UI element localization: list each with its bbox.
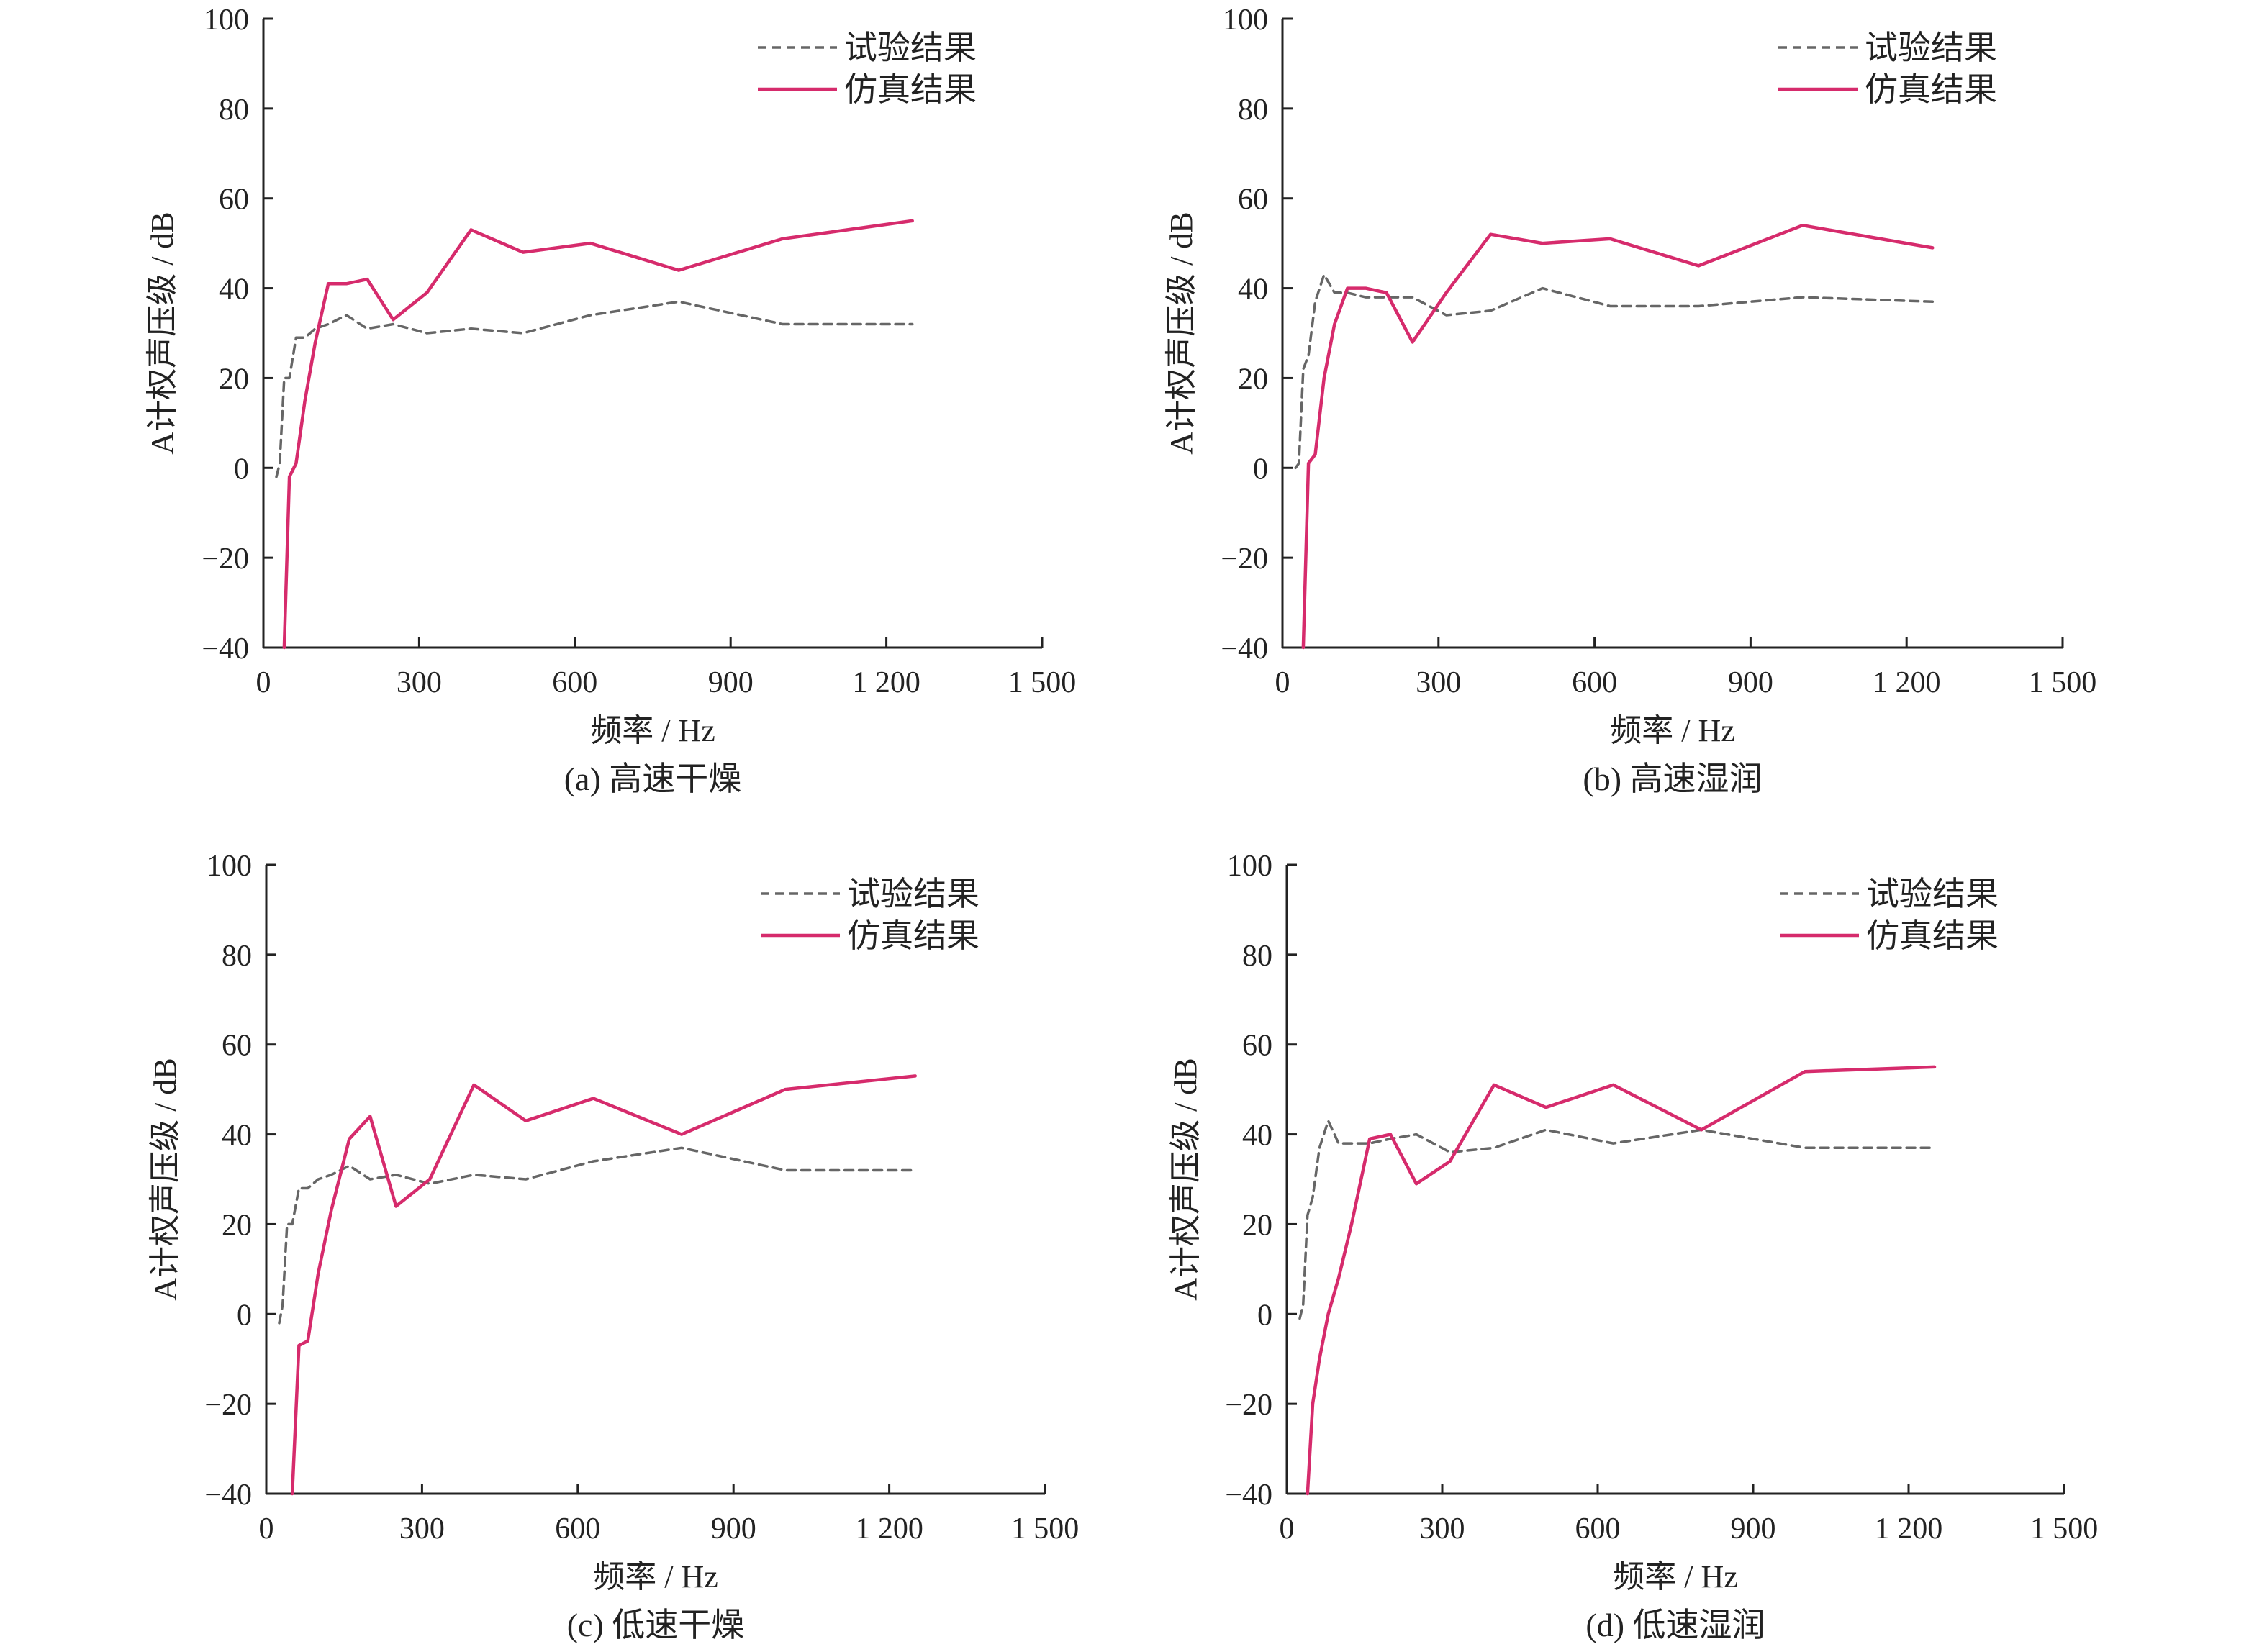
y-tick-label: 20 xyxy=(1242,1209,1272,1242)
y-tick-label: 40 xyxy=(1242,1120,1272,1153)
y-tick-label: −20 xyxy=(204,1389,252,1422)
series-line-test xyxy=(275,300,914,478)
y-tick-label: 100 xyxy=(204,4,249,37)
panel-caption: (c) 低速干燥 xyxy=(567,1607,745,1643)
y-tick-label: 0 xyxy=(1253,453,1268,486)
chart-panel-d: −40 −20 0 20 40 60 80 100 0 300 600 900 1 200 1 500 A计… xyxy=(1168,850,2098,1643)
series-line-test xyxy=(278,1146,917,1325)
y-tick-label: 20 xyxy=(222,1209,252,1242)
y-tick-label: 80 xyxy=(222,940,252,973)
y-tick-label: 100 xyxy=(1227,850,1272,883)
y-tick-label: 100 xyxy=(207,850,252,883)
legend-label: 试验结果 xyxy=(844,30,977,66)
legend-label: 试验结果 xyxy=(1866,876,1999,912)
y-tick-label: 80 xyxy=(219,94,249,127)
x-tick-label: 600 xyxy=(552,666,597,699)
x-axis-title: 频率 / Hz xyxy=(593,1559,718,1594)
y-tick-label: −20 xyxy=(202,543,249,576)
panel-caption: (d) 低速湿润 xyxy=(1585,1607,1765,1643)
x-tick-label: 900 xyxy=(708,666,754,699)
legend-label: 试验结果 xyxy=(1865,30,1997,66)
y-tick-label: −20 xyxy=(1221,543,1268,576)
y-tick-label: 0 xyxy=(1257,1299,1272,1332)
x-tick-label: 300 xyxy=(399,1512,445,1546)
chart-panel-b: −40 −20 0 20 40 60 80 100 0 300 600 900 1 200 1 500 A计… xyxy=(1164,4,2096,797)
y-tick-label: −40 xyxy=(1225,1479,1272,1512)
series-line-simulation xyxy=(282,219,914,650)
x-tick-label: 300 xyxy=(397,666,442,699)
y-tick-label: 100 xyxy=(1223,4,1268,37)
y-tick-label: 20 xyxy=(219,363,249,396)
y-tick-label: −40 xyxy=(202,632,249,666)
legend-label: 仿真结果 xyxy=(1866,917,1999,954)
chart-panel-a: −40 −20 0 20 40 60 80 100 0 300 600 900 1 200 1 500 A计… xyxy=(145,4,1076,797)
legend-label: 仿真结果 xyxy=(847,917,979,954)
x-tick-label: 1 200 xyxy=(855,1512,923,1546)
x-tick-label: 0 xyxy=(256,666,271,699)
series-line-simulation xyxy=(290,1074,917,1496)
x-tick-label: 1 500 xyxy=(2030,1512,2099,1546)
y-tick-label: 80 xyxy=(1242,940,1272,973)
chart-panel-c: −40 −20 0 20 40 60 80 100 0 300 600 900 1 200 1 500 A计… xyxy=(148,850,1079,1643)
x-tick-label: 1 200 xyxy=(1873,666,1941,699)
x-tick-label: 600 xyxy=(555,1512,600,1546)
y-tick-label: 40 xyxy=(222,1120,252,1153)
x-tick-label: 900 xyxy=(711,1512,756,1546)
y-tick-label: 20 xyxy=(1238,363,1268,396)
y-tick-label: 80 xyxy=(1238,94,1268,127)
y-tick-label: 40 xyxy=(219,273,249,307)
x-axis-title: 频率 / Hz xyxy=(590,713,715,748)
x-tick-label: 1 500 xyxy=(2029,666,2097,699)
x-tick-label: 600 xyxy=(1575,1512,1621,1546)
y-tick-label: 60 xyxy=(1242,1030,1272,1063)
legend-label: 仿真结果 xyxy=(844,71,977,108)
legend-label: 仿真结果 xyxy=(1865,71,1997,108)
x-tick-label: 1 200 xyxy=(1875,1512,1943,1546)
y-axis-title: A计权声压级 / dB xyxy=(145,212,180,454)
x-tick-label: 1 500 xyxy=(1011,1512,1080,1546)
x-tick-label: 600 xyxy=(1572,666,1617,699)
y-tick-label: 0 xyxy=(234,453,249,486)
series-line-test xyxy=(1298,1120,1936,1320)
panel-caption: (a) 高速干燥 xyxy=(564,761,742,797)
x-tick-label: 1 500 xyxy=(1008,666,1077,699)
x-tick-label: 300 xyxy=(1420,1512,1465,1546)
x-tick-label: 900 xyxy=(1731,1512,1776,1546)
y-tick-label: 60 xyxy=(219,183,249,217)
y-tick-label: −40 xyxy=(204,1479,252,1512)
x-tick-label: 0 xyxy=(1280,1512,1295,1546)
x-tick-label: 0 xyxy=(259,1512,274,1546)
series-line-simulation xyxy=(1301,223,1935,650)
legend-label: 试验结果 xyxy=(847,876,979,912)
x-tick-label: 1 200 xyxy=(852,666,920,699)
y-tick-label: 40 xyxy=(1238,273,1268,307)
y-tick-label: 60 xyxy=(1238,183,1268,217)
x-tick-label: 900 xyxy=(1728,666,1773,699)
x-axis-title: 频率 / Hz xyxy=(1610,713,1735,748)
y-tick-label: 60 xyxy=(222,1030,252,1063)
x-axis-title: 频率 / Hz xyxy=(1613,1559,1738,1594)
y-tick-label: 0 xyxy=(237,1299,252,1332)
y-tick-label: −40 xyxy=(1221,632,1268,666)
series-line-simulation xyxy=(1306,1065,1937,1496)
panel-caption: (b) 高速湿润 xyxy=(1583,761,1762,797)
y-axis-title: A计权声压级 / dB xyxy=(148,1058,183,1300)
y-tick-label: −20 xyxy=(1225,1389,1272,1422)
x-tick-label: 300 xyxy=(1416,666,1461,699)
x-tick-label: 0 xyxy=(1275,666,1290,699)
y-axis-title: A计权声压级 / dB xyxy=(1168,1058,1203,1300)
y-axis-title: A计权声压级 / dB xyxy=(1164,212,1199,454)
series-line-test xyxy=(1294,273,1935,470)
